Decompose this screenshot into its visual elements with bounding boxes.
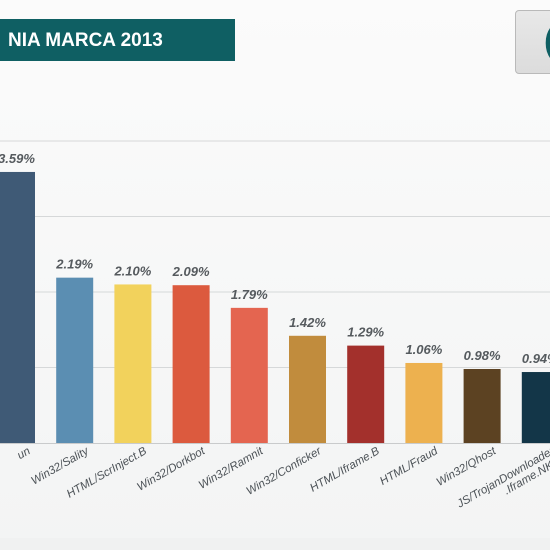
chart-title-banner: NIA MARCA 2013 — [0, 19, 235, 61]
bar-value-label: 0.94% — [522, 351, 550, 366]
bar — [347, 345, 385, 443]
bar-value-label: 2.19% — [55, 257, 93, 272]
bar-value-label: 1.79% — [231, 287, 268, 302]
bar — [521, 372, 550, 443]
side-button[interactable]: ( — [515, 10, 550, 74]
bar — [463, 369, 501, 443]
bar — [289, 335, 326, 443]
bar — [56, 277, 94, 443]
bar-value-label: 1.06% — [405, 342, 442, 357]
bar — [405, 362, 443, 443]
category-label: HTML/Fraud — [378, 445, 440, 488]
bar — [172, 285, 210, 443]
category-label: JS/TrojanDownloader.Iframe.NKE — [454, 445, 550, 522]
bar-value-label: 0.98% — [464, 348, 501, 363]
bar-value-label: 1.29% — [347, 325, 384, 340]
chart-bars — [0, 171, 550, 443]
chart-category-labels: unWin32/SalityHTML/ScrInject.BWin32/Dork… — [15, 445, 550, 522]
side-button-icon: ( — [544, 23, 550, 59]
bar — [0, 171, 35, 443]
bar — [230, 307, 268, 443]
bar-value-label: 3.59% — [0, 151, 35, 166]
bottom-strip — [0, 538, 550, 550]
bar-value-label: 1.42% — [289, 315, 326, 330]
bar — [114, 284, 152, 443]
chart-value-labels: 3.59% 2.19% 2.10% 2.09% 1.79% 1.42% 1.29% 1.06%… — [0, 151, 550, 366]
bar-value-label: 2.09% — [172, 264, 210, 279]
category-label: un — [15, 445, 32, 462]
bar-value-label: 2.10% — [113, 263, 151, 278]
